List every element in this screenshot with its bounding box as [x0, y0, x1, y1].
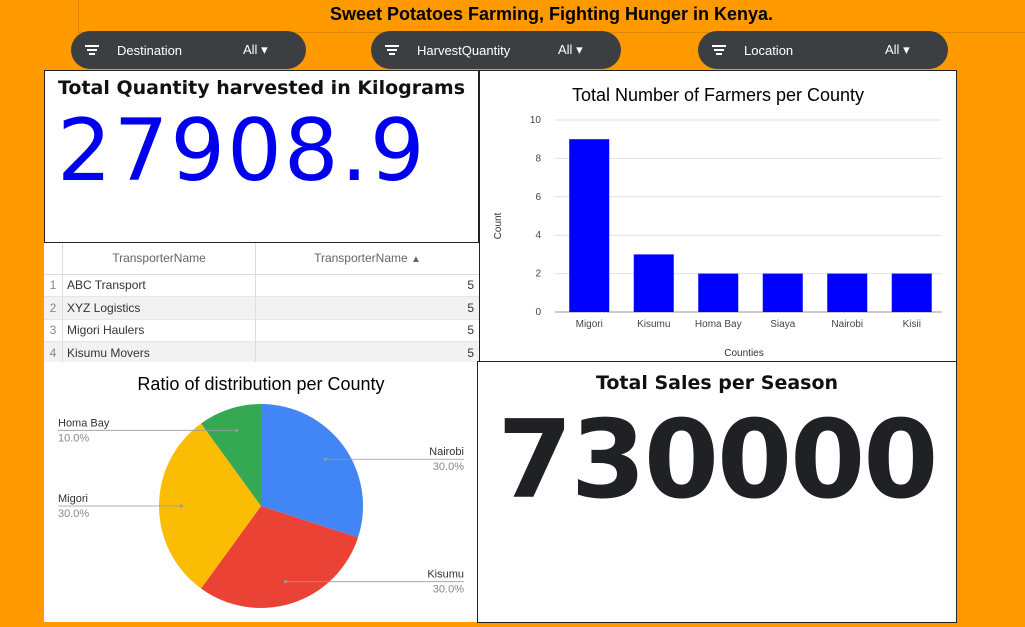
- filter-value[interactable]: All ▾: [558, 42, 583, 57]
- table-row[interactable]: 4 Kisumu Movers 5: [44, 341, 479, 365]
- transporter-count-cell: 5: [255, 296, 479, 320]
- pie-slice-label: Migori: [58, 493, 88, 505]
- bar-chart-title: Total Number of Farmers per County: [572, 85, 864, 105]
- pie-chart: Ratio of distribution per County Nairobi…: [58, 374, 464, 608]
- bar-siaya[interactable]: [762, 273, 803, 312]
- table-header-row: TransporterName TransporterName ▲: [44, 243, 479, 275]
- kpi-quantity-title: Total Quantity harvested in Kilograms: [57, 77, 466, 99]
- pie-slice-nairobi[interactable]: [261, 404, 363, 538]
- pie-slice-homa-bay[interactable]: [201, 404, 261, 506]
- row-index: 4: [44, 341, 63, 365]
- y-tick-label: 4: [535, 230, 541, 241]
- pie-slice-percent: 30.0%: [433, 584, 464, 596]
- filter-icon: [385, 45, 399, 55]
- filter-icon: [712, 45, 726, 55]
- row-index: 2: [44, 296, 63, 320]
- page-title: Sweet Potatoes Farming, Fighting Hunger …: [329, 4, 774, 24]
- pie-label-anchor: [283, 580, 288, 584]
- caret-down-icon: ▾: [903, 42, 910, 57]
- x-tick-label: Nairobi: [831, 319, 863, 330]
- y-tick-label: 8: [535, 153, 541, 164]
- column-header-transporter-count[interactable]: TransporterName ▲: [255, 243, 479, 275]
- caret-down-icon: ▾: [576, 42, 583, 57]
- filter-value[interactable]: All ▾: [885, 42, 910, 57]
- transporter-count-cell: 5: [255, 341, 479, 365]
- kpi-sales-title: Total Sales per Season: [595, 372, 839, 394]
- pie-slice-label: Kisumu: [427, 569, 464, 581]
- y-axis-label: Count: [493, 212, 504, 239]
- sort-ascending-icon[interactable]: ▲: [411, 254, 421, 266]
- table-row[interactable]: 1 ABC Transport 5: [44, 274, 479, 297]
- caret-down-icon: ▾: [261, 42, 268, 57]
- pie-slice-percent: 30.0%: [433, 461, 464, 473]
- transporter-count-cell: 5: [255, 274, 479, 297]
- filter-label: Destination: [117, 42, 183, 58]
- pie-chart-panel: Ratio of distribution per County Nairobi…: [44, 362, 478, 622]
- pie-slice-percent: 30.0%: [58, 508, 89, 520]
- filter-harvest-quantity[interactable]: HarvestQuantity All ▾: [371, 31, 621, 69]
- row-index: 3: [44, 319, 63, 342]
- x-axis-label: Counties: [724, 348, 763, 359]
- pie-slice-percent: 10.0%: [58, 432, 89, 444]
- bar-kisumu[interactable]: [633, 254, 674, 312]
- kpi-sales-panel: Total Sales per Season 730000: [477, 361, 957, 623]
- bar-homa-bay[interactable]: [698, 273, 739, 312]
- kpi-sales-value: 730000: [497, 398, 939, 523]
- row-index: 1: [44, 274, 63, 297]
- filter-label: Location: [744, 42, 794, 58]
- bar-chart-panel: Total Number of Farmers per County 0 2 4 6 8…: [479, 70, 957, 362]
- pie-slice-label: Homa Bay: [58, 417, 110, 429]
- pie-slice-migori[interactable]: [159, 423, 261, 589]
- pie-slice-label: Nairobi: [429, 446, 464, 458]
- kpi-quantity-value: 27908.9: [57, 101, 427, 201]
- transporter-table-panel: TransporterName TransporterName ▲ 1 ABC T…: [44, 243, 479, 365]
- transporter-name-cell: Migori Haulers: [62, 319, 256, 342]
- bar-kisii[interactable]: [891, 273, 932, 312]
- x-tick-label: Kisumu: [637, 319, 670, 330]
- bar-nairobi[interactable]: [827, 273, 868, 312]
- x-tick-label: Kisii: [903, 319, 921, 330]
- transporter-name-cell: ABC Transport: [62, 274, 256, 297]
- table-row[interactable]: 3 Migori Haulers 5: [44, 319, 479, 342]
- y-tick-label: 0: [535, 307, 541, 318]
- filter-value[interactable]: All ▾: [243, 42, 268, 57]
- filter-location[interactable]: Location All ▾: [698, 31, 948, 69]
- x-tick-label: Migori: [576, 319, 603, 330]
- pie-chart-title: Ratio of distribution per County: [137, 374, 384, 394]
- transporter-table: TransporterName TransporterName ▲ 1 ABC T…: [44, 243, 479, 365]
- transporter-name-cell: XYZ Logistics: [62, 296, 256, 320]
- x-tick-label: Siaya: [770, 319, 795, 330]
- kpi-quantity-panel: Total Quantity harvested in Kilograms 27…: [44, 70, 479, 243]
- y-tick-label: 2: [535, 269, 541, 280]
- filter-label: HarvestQuantity: [417, 42, 511, 58]
- table-row[interactable]: 2 XYZ Logistics 5: [44, 296, 479, 320]
- y-tick-label: 10: [530, 115, 542, 126]
- x-tick-label: Homa Bay: [695, 319, 742, 330]
- transporter-name-cell: Kisumu Movers: [62, 341, 256, 365]
- y-tick-label: 6: [535, 192, 541, 203]
- bar-migori[interactable]: [569, 139, 610, 312]
- filter-icon: [85, 45, 99, 55]
- column-header-transporter-name[interactable]: TransporterName: [62, 243, 256, 275]
- filter-destination[interactable]: Destination All ▾: [71, 31, 306, 69]
- pie-slice-kisumu[interactable]: [201, 506, 359, 608]
- transporter-count-cell: 5: [255, 319, 479, 342]
- bar-chart: Total Number of Farmers per County 0 2 4 6 8…: [493, 85, 942, 359]
